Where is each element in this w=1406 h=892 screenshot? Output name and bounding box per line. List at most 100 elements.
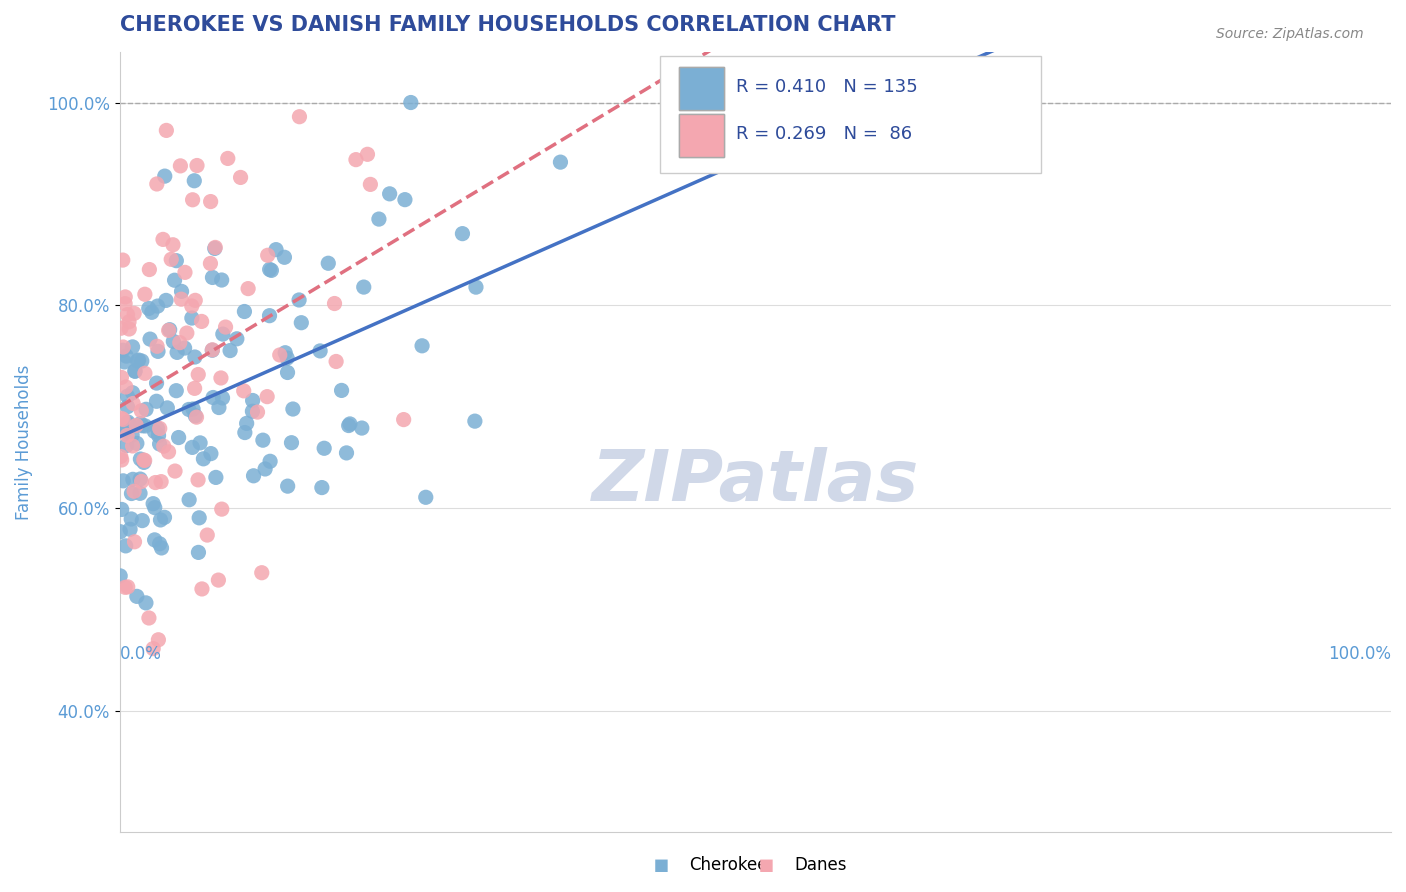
Point (187, 545, 209, 559)
Point (259, 454, 281, 468)
Point (201, 343, 224, 358)
Point (211, 391, 233, 405)
Point (111, 502, 134, 516)
Point (188, 511, 211, 525)
Point (159, 323, 181, 337)
Point (129, 486, 152, 500)
Point (392, 412, 415, 426)
Point (110, 450, 132, 464)
Point (157, 445, 180, 459)
Point (118, 417, 141, 432)
Point (138, 262, 160, 277)
Point (170, 292, 193, 306)
Point (139, 332, 162, 346)
Point (201, 343, 224, 357)
Point (135, 596, 157, 610)
Point (259, 309, 281, 323)
Point (124, 364, 146, 378)
Point (115, 438, 138, 452)
Point (356, 147, 378, 161)
Point (160, 252, 183, 267)
Point (169, 159, 191, 173)
Point (121, 340, 143, 354)
Point (323, 296, 346, 310)
Point (145, 475, 167, 490)
Point (162, 237, 184, 252)
Point (155, 123, 177, 137)
Point (211, 502, 233, 516)
Point (134, 453, 156, 467)
Text: Danes: Danes (794, 856, 846, 874)
Point (131, 418, 153, 433)
Point (152, 232, 174, 246)
Point (152, 439, 174, 453)
Text: Cherokee: Cherokee (689, 856, 768, 874)
Point (180, 299, 202, 313)
Text: ▪: ▪ (758, 854, 775, 877)
Point (180, 311, 202, 326)
Point (122, 306, 145, 320)
Point (186, 159, 208, 173)
Text: ▪: ▪ (652, 854, 669, 877)
Point (117, 389, 139, 403)
Point (236, 282, 259, 296)
Point (134, 419, 156, 434)
Point (121, 385, 143, 400)
Text: R = 0.269   N =  86: R = 0.269 N = 86 (737, 125, 912, 143)
Point (214, 320, 236, 334)
Point (146, 339, 169, 353)
Point (146, 421, 169, 435)
Point (120, 522, 142, 536)
Point (121, 472, 143, 486)
Point (235, 417, 257, 431)
Point (314, 442, 336, 456)
Point (325, 354, 347, 368)
Point (184, 409, 207, 423)
Point (111, 343, 134, 358)
Point (217, 152, 239, 166)
Point (464, 414, 486, 428)
Point (122, 484, 145, 499)
Point (127, 353, 149, 368)
Point (143, 425, 166, 439)
Point (118, 315, 141, 329)
Point (186, 410, 208, 425)
Point (141, 305, 163, 319)
Point (138, 301, 160, 316)
Point (211, 273, 233, 287)
Point (162, 334, 184, 349)
Point (394, 193, 416, 207)
Text: 100.0%: 100.0% (1329, 645, 1391, 663)
Point (191, 582, 214, 596)
Point (122, 396, 145, 410)
Point (281, 402, 304, 417)
Point (229, 170, 252, 185)
Point (134, 287, 156, 301)
Point (142, 497, 165, 511)
Point (174, 265, 197, 279)
Point (135, 402, 157, 417)
Point (149, 537, 172, 551)
Point (276, 351, 298, 365)
Point (146, 177, 169, 191)
Point (415, 491, 437, 505)
Point (117, 580, 139, 594)
Point (131, 475, 153, 489)
Point (269, 348, 291, 362)
Point (115, 428, 138, 442)
Point (134, 367, 156, 381)
Point (344, 153, 367, 167)
Point (288, 293, 311, 307)
Point (232, 384, 254, 398)
Point (114, 290, 136, 304)
Point (242, 404, 264, 418)
Point (252, 433, 274, 447)
Point (165, 384, 187, 398)
Point (153, 510, 176, 524)
Text: R = 0.410   N = 135: R = 0.410 N = 135 (737, 78, 918, 96)
Point (200, 256, 222, 270)
FancyBboxPatch shape (659, 55, 1042, 173)
Point (259, 262, 281, 277)
Point (256, 390, 278, 404)
Point (378, 186, 401, 201)
